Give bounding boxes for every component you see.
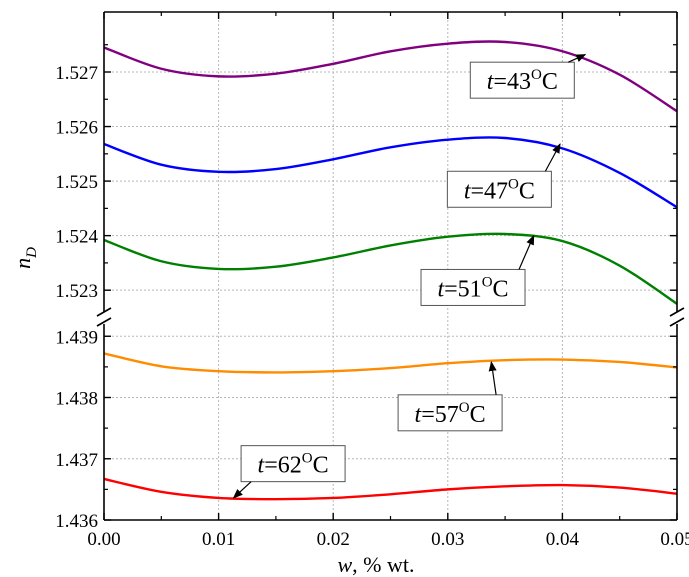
label-text: t=57OC — [415, 400, 486, 428]
label-text: t=62OC — [258, 451, 329, 479]
y-axis-title: nD — [10, 247, 40, 269]
series-label-4: t=62OC — [232, 445, 346, 499]
x-tick-label: 0.03 — [431, 529, 464, 550]
annotations: t=43OC t=47OC t=51OC t=57OC t=62OC — [232, 53, 587, 499]
label-text: t=51OC — [437, 274, 508, 302]
y-tick-label: 1.436 — [55, 511, 98, 532]
y-tick-label: 1.527 — [55, 63, 98, 84]
y-tick-label: 1.523 — [55, 281, 98, 302]
series-line-2 — [103, 232, 678, 305]
x-tick-label: 0.00 — [87, 529, 120, 550]
axis-break-mark — [96, 307, 112, 317]
series-line-1 — [103, 136, 678, 209]
label-text: t=43OC — [487, 67, 558, 95]
label-arrow — [518, 234, 535, 270]
axis-break-mark — [669, 307, 685, 317]
series-label-1: t=47OC — [446, 143, 561, 208]
label-arrow — [232, 481, 252, 499]
label-arrow — [568, 53, 587, 63]
y-tick-label: 1.525 — [55, 172, 98, 193]
x-tick-label: 0.04 — [546, 529, 580, 550]
label-box — [446, 170, 552, 208]
series-label-0: t=43OC — [469, 53, 587, 99]
series-line-3 — [103, 352, 678, 374]
series-label-2: t=51OC — [420, 234, 535, 306]
label-box — [469, 61, 575, 99]
axis-break-mark — [96, 317, 112, 327]
label-box — [397, 394, 503, 432]
label-box — [240, 445, 346, 483]
series-group — [103, 40, 678, 501]
series-label-3: t=57OC — [397, 360, 503, 432]
label-arrow — [488, 360, 497, 395]
x-tick-label: 0.02 — [317, 529, 350, 550]
series-line-0 — [103, 40, 678, 113]
x-tick-label: 0.05 — [660, 529, 689, 550]
y-tick-label: 1.438 — [55, 389, 98, 410]
axes — [96, 11, 685, 521]
y-tick-label: 1.524 — [55, 227, 98, 248]
x-tick-label: 0.01 — [202, 529, 235, 550]
label-box — [420, 268, 526, 306]
label-text: t=47OC — [464, 176, 535, 204]
axis-break-mark — [669, 317, 685, 327]
y-tick-label: 1.439 — [55, 327, 98, 348]
y-tick-label: 1.437 — [55, 450, 98, 471]
tick-labels: 0.00 0.01 0.02 0.03 0.04 0.05 1.523 1.524 1.525 1… — [55, 63, 689, 550]
x-axis-title: w, % wt. — [337, 552, 414, 577]
label-arrow — [544, 143, 561, 172]
y-tick-label: 1.526 — [55, 118, 98, 139]
series-line-4 — [103, 477, 678, 501]
